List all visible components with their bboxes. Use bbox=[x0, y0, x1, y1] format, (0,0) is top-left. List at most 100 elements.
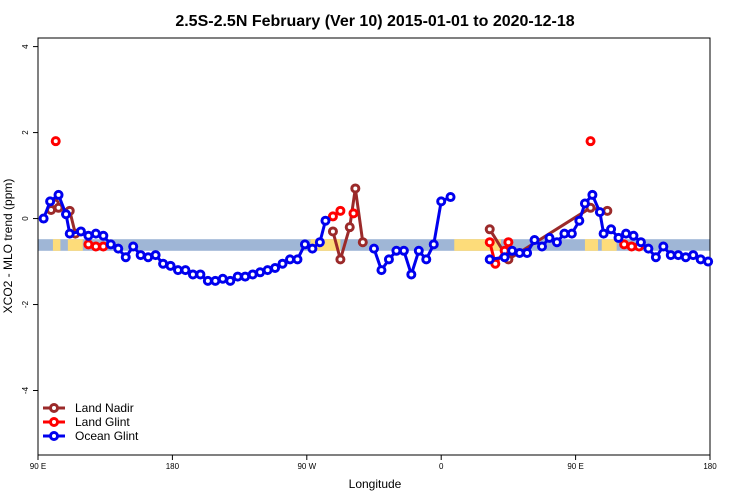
x-tick-label-0: 90 E bbox=[30, 462, 46, 471]
point-ocean-glint-11 bbox=[120, 252, 131, 263]
point-ocean-glint-62 bbox=[579, 198, 590, 209]
point-ocean-glint-40 bbox=[376, 265, 387, 276]
legend: Land Nadir Land Glint Ocean Glint bbox=[43, 401, 139, 443]
band-land-0 bbox=[52, 239, 61, 251]
point-ocean-glint-42 bbox=[391, 245, 402, 256]
point-ocean-glint-78 bbox=[695, 254, 706, 265]
point-ocean-glint-36 bbox=[307, 243, 318, 254]
series-layer bbox=[38, 136, 714, 286]
point-land-nadir-8 bbox=[350, 183, 361, 194]
point-ocean-glint-23 bbox=[210, 275, 221, 286]
legend-item-land-glint: Land Glint bbox=[43, 415, 130, 429]
point-ocean-glint-10 bbox=[113, 243, 124, 254]
point-ocean-glint-35 bbox=[299, 239, 310, 250]
point-ocean-glint-46 bbox=[421, 254, 432, 265]
point-ocean-glint-3 bbox=[61, 209, 71, 220]
series-ocean-glint bbox=[38, 189, 714, 286]
point-ocean-glint-38 bbox=[320, 215, 331, 226]
point-ocean-glint-26 bbox=[232, 271, 243, 282]
point-ocean-glint-53 bbox=[514, 247, 525, 258]
point-land-glint-4 bbox=[327, 211, 338, 222]
point-land-nadir-13 bbox=[602, 205, 613, 216]
point-ocean-glint-25 bbox=[225, 275, 236, 286]
chart-title: 2.5S-2.5N February (Ver 10) 2015-01-01 t… bbox=[175, 13, 574, 30]
point-ocean-glint-21 bbox=[195, 269, 206, 280]
point-ocean-glint-24 bbox=[217, 273, 228, 284]
point-ocean-glint-65 bbox=[598, 228, 609, 239]
point-ocean-glint-61 bbox=[574, 215, 585, 226]
point-ocean-glint-63 bbox=[587, 189, 598, 200]
point-ocean-glint-71 bbox=[643, 243, 654, 254]
plot-frame bbox=[37, 37, 711, 456]
point-ocean-glint-9 bbox=[105, 239, 116, 250]
point-ocean-glint-27 bbox=[240, 271, 251, 282]
point-ocean-glint-18 bbox=[173, 265, 183, 276]
y-tick-label-1: -2 bbox=[21, 300, 30, 308]
band-land-2 bbox=[310, 239, 341, 251]
point-ocean-glint-37 bbox=[314, 237, 325, 248]
point-ocean-glint-22 bbox=[202, 275, 213, 286]
point-ocean-glint-8 bbox=[98, 230, 109, 241]
point-ocean-glint-45 bbox=[413, 245, 424, 256]
point-ocean-glint-75 bbox=[673, 250, 684, 261]
point-ocean-glint-57 bbox=[544, 232, 555, 243]
point-ocean-glint-30 bbox=[262, 265, 273, 276]
point-ocean-glint-55 bbox=[529, 235, 540, 246]
point-land-glint-5 bbox=[335, 205, 346, 216]
legend-marker-land-nadir bbox=[49, 403, 59, 413]
point-ocean-glint-15 bbox=[150, 250, 161, 261]
point-ocean-glint-70 bbox=[635, 237, 646, 248]
point-ocean-glint-66 bbox=[606, 224, 617, 235]
point-land-nadir-7 bbox=[344, 222, 355, 233]
point-ocean-glint-29 bbox=[255, 267, 266, 278]
band-land-5 bbox=[601, 239, 617, 251]
point-land-glint-2 bbox=[90, 241, 101, 252]
point-ocean-glint-68 bbox=[621, 228, 631, 239]
point-ocean-glint-47 bbox=[428, 239, 439, 250]
point-ocean-glint-59 bbox=[559, 228, 570, 239]
point-land-nadir-9 bbox=[357, 237, 368, 248]
point-land-glint-13 bbox=[626, 241, 637, 252]
x-tick-label-5: 180 bbox=[703, 462, 717, 471]
point-land-nadir-10 bbox=[484, 224, 495, 235]
point-ocean-glint-17 bbox=[165, 260, 176, 271]
x-tick-label-2: 90 W bbox=[297, 462, 316, 471]
point-land-glint-0 bbox=[50, 136, 61, 147]
legend-label-ocean-glint: Ocean Glint bbox=[75, 429, 139, 443]
legend-item-land-nadir: Land Nadir bbox=[43, 401, 134, 415]
point-ocean-glint-33 bbox=[285, 254, 295, 265]
band-land-1 bbox=[67, 239, 83, 251]
point-ocean-glint-14 bbox=[143, 252, 154, 263]
legend-marker-land-glint bbox=[49, 417, 59, 427]
point-ocean-glint-58 bbox=[551, 237, 562, 248]
y-tick-label-0: -4 bbox=[21, 386, 30, 394]
point-land-glint-12 bbox=[619, 239, 630, 250]
point-ocean-glint-67 bbox=[613, 232, 624, 243]
x-tick-label-3: 0 bbox=[439, 462, 444, 471]
point-ocean-glint-7 bbox=[90, 228, 101, 239]
point-ocean-glint-19 bbox=[180, 265, 191, 276]
point-ocean-glint-12 bbox=[128, 241, 139, 252]
y-axis-label: XCO2 - MLO trend (ppm) bbox=[1, 179, 15, 314]
point-ocean-glint-48 bbox=[436, 196, 447, 207]
point-land-nadir-6 bbox=[335, 254, 346, 265]
y-axis: -4 -2 0 2 4 bbox=[21, 44, 38, 394]
legend-item-ocean-glint: Ocean Glint bbox=[43, 429, 139, 443]
legend-marker-ocean-glint bbox=[49, 431, 59, 441]
legend-label-land-nadir: Land Nadir bbox=[75, 401, 134, 415]
point-land-glint-1 bbox=[83, 239, 94, 250]
y-tick-label-4: 4 bbox=[21, 44, 30, 49]
point-ocean-glint-73 bbox=[658, 241, 669, 252]
point-land-glint-6 bbox=[348, 208, 359, 219]
point-ocean-glint-77 bbox=[688, 250, 699, 261]
point-ocean-glint-51 bbox=[499, 252, 510, 263]
point-ocean-glint-44 bbox=[406, 269, 417, 280]
point-ocean-glint-5 bbox=[75, 226, 86, 237]
point-ocean-glint-76 bbox=[680, 252, 691, 263]
y-tick-label-2: 0 bbox=[21, 216, 30, 221]
point-land-glint-3 bbox=[98, 241, 109, 252]
point-ocean-glint-74 bbox=[665, 250, 676, 261]
point-ocean-glint-79 bbox=[703, 256, 714, 267]
point-ocean-glint-34 bbox=[292, 254, 303, 265]
